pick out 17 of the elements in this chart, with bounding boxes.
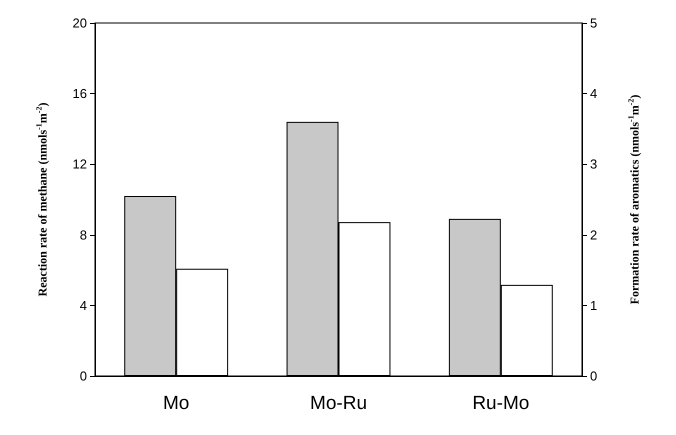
y-tick-label: 20 [72,16,87,30]
y2-tick-label: 3 [590,156,598,172]
y-axis-title: Reaction rate of methane (nmols-1m-2) [34,102,50,296]
y-tick-label: 0 [80,368,87,384]
y2-tick-label: 4 [590,86,598,102]
y2-axis-title: Formation rate of aromatics (nmols-1m-2) [626,94,642,304]
y-tick-label: 16 [72,86,87,102]
y-tick-label: 8 [80,227,87,242]
x-tick-label: Mo [162,393,190,414]
y2-tick-label: 5 [590,16,598,30]
y-tick-label: 12 [72,156,87,172]
y-tick-label: 4 [80,298,87,313]
x-tick-label: Ru-Mo [472,393,530,414]
x-tick-label: Mo-Ru [310,393,368,414]
y2-tick-label: 1 [590,298,598,313]
y2-tick-label: 0 [590,368,598,384]
y2-tick-label: 2 [590,227,598,242]
